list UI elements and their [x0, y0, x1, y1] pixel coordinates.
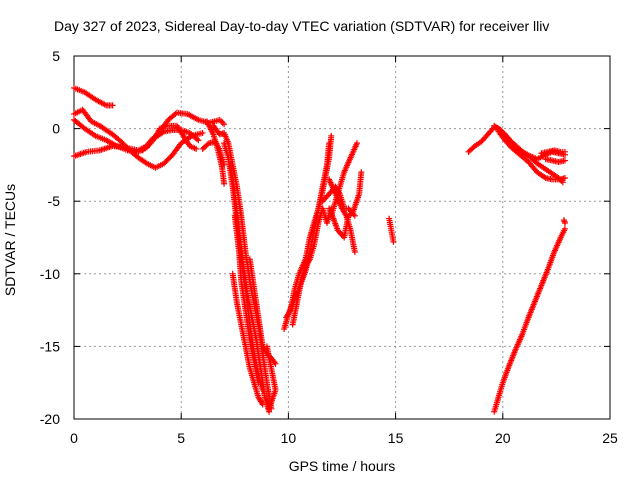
data-point-marker [358, 169, 365, 176]
y-tick-label: -20 [40, 411, 60, 427]
y-tick-label: -15 [40, 338, 60, 354]
data-series-track [199, 138, 228, 168]
x-axis-label: GPS time / hours [288, 458, 396, 474]
data-point-marker [328, 132, 335, 139]
data-series-track [542, 156, 568, 165]
data-point-marker [561, 157, 568, 164]
data-series-track [495, 128, 568, 183]
y-tick-label: 5 [52, 48, 60, 64]
axis-ticks: 0 5 10 15 20 25 5 0 -5 -10 -15 -20 [40, 48, 618, 446]
data-point-marker [199, 129, 206, 136]
data-point-marker [561, 148, 568, 155]
data-series-track [231, 212, 262, 386]
x-tick-label: 0 [70, 430, 78, 446]
x-tick-label: 15 [388, 430, 404, 446]
data-point-marker [561, 174, 568, 181]
data-point-marker [221, 121, 228, 128]
x-tick-label: 20 [495, 430, 511, 446]
data-series-track [263, 343, 279, 412]
data-series-track [491, 225, 568, 415]
chart-title: Day 327 of 2023, Sidereal Day-to-day VTE… [54, 18, 550, 34]
data-point-marker [561, 219, 568, 226]
y-axis-label: SDTVAR / TECUs [2, 128, 18, 296]
data-point-marker [266, 405, 273, 412]
y-tick-label: -10 [40, 266, 60, 282]
x-tick-label: 5 [177, 430, 185, 446]
gridlines [74, 56, 610, 419]
x-tick-label: 25 [602, 430, 618, 446]
data-series-track [538, 147, 568, 157]
data-series-track [71, 84, 116, 109]
y-tick-label: 0 [52, 121, 60, 137]
data-point-marker [561, 225, 568, 232]
data-point-marker [218, 118, 225, 125]
y-tick-label: -5 [48, 193, 61, 209]
data-series-track [386, 215, 397, 245]
data-marks [71, 84, 568, 415]
data-point-marker [109, 102, 116, 109]
data-point-marker [272, 360, 279, 367]
data-point-marker [195, 137, 202, 144]
data-series-track [560, 217, 568, 226]
data-point-marker [351, 249, 358, 256]
x-tick-label: 10 [281, 430, 297, 446]
data-series-track [326, 169, 365, 241]
data-point-marker [354, 140, 361, 147]
data-point-marker [390, 238, 397, 245]
data-series-track [229, 270, 266, 408]
data-point-marker [193, 145, 200, 152]
data-point-marker [259, 401, 266, 408]
y-axis-label-text: SDTVAR / TECUs [2, 183, 18, 297]
data-point-marker [221, 180, 228, 187]
data-series-track [283, 132, 335, 321]
data-point-marker [221, 161, 228, 168]
plot-area-border [73, 55, 611, 420]
